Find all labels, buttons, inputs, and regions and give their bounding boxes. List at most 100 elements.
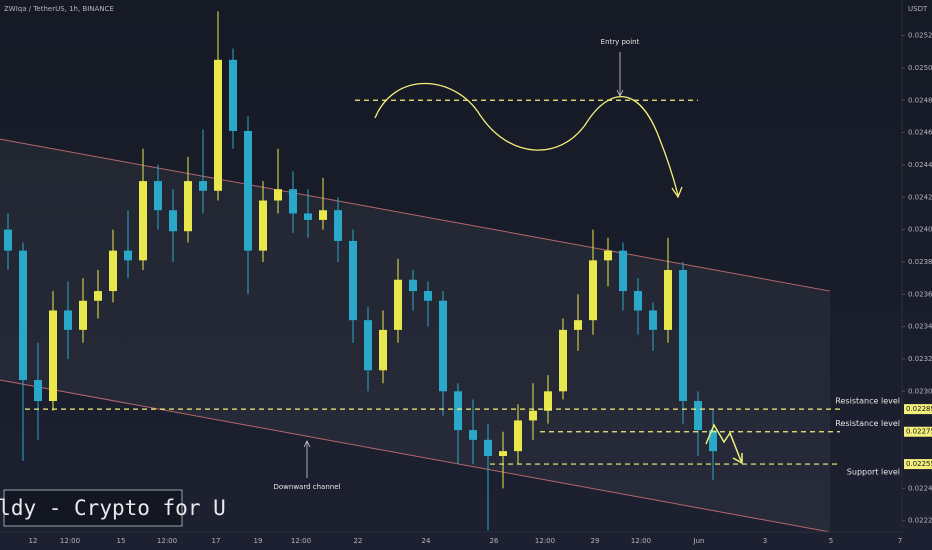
x-tick-label: 12:00 [157,537,177,545]
level-label: Support level [847,468,900,477]
level-price-box [904,459,932,470]
level-price-box [904,426,932,437]
candle-body [139,181,147,261]
x-tick-label: 24 [422,537,431,545]
level-price-label: 0.02255 [906,460,932,468]
candle-body [544,391,552,411]
level-price-box [904,404,932,415]
candle-body [49,310,57,402]
x-tick-label: 19 [254,537,263,545]
x-tick-label: 12:00 [535,537,555,545]
x-tick-label: 15 [117,537,126,545]
candle-body [34,380,42,402]
x-tick-label: 3 [763,537,767,545]
candle-body [619,250,627,292]
x-tick-label: 12:00 [60,537,80,545]
candle-body [334,210,342,241]
candle-body [394,279,402,330]
candle-body [259,200,267,251]
candle-body [589,260,597,321]
candle-body [229,59,237,131]
candle-body [514,420,522,452]
channel-arrowhead [303,440,311,448]
x-tick-label: 7 [898,537,902,545]
forecast-arrow [705,423,742,462]
candle-body [424,291,432,301]
candle-body [454,391,462,431]
channel-lower [0,379,831,533]
candle-body [169,210,177,232]
y-tick-label: 0.02220 [908,517,932,525]
candle-body [529,410,537,421]
candle-body [64,310,72,330]
candle-body [274,189,282,201]
candle-body [19,250,27,380]
watermark: Solldy - Crypto for U [0,496,226,520]
projection-curve [374,82,679,196]
candle-body [154,181,162,211]
level-price-label: 0.02275 [906,428,932,436]
level-price-label: 0.02289 [906,405,932,413]
entry-label: Entry point [601,38,640,46]
candle-body [289,189,297,214]
candle-body [484,439,492,456]
x-tick-label: 17 [212,537,221,545]
candle-body [79,300,87,330]
plot-area: Resistance level Resistance level Support … [0,11,900,533]
x-tick-label: 12 [29,537,38,545]
candle-body [694,401,702,431]
x-tick-label: 12:00 [631,537,651,545]
level-label: Resistance level [835,419,900,428]
candle-body [184,181,192,232]
candle-body [199,181,207,191]
currency: USDT [908,5,928,13]
candle-body [304,213,312,220]
candle-body [649,310,657,330]
candle-body [499,451,507,456]
candle-body [559,329,567,392]
x-tick-label: 5 [829,537,833,545]
x-tick-label: 29 [591,537,600,545]
candle-body [574,320,582,330]
level-label: Resistance level [835,397,900,406]
candle-body [634,291,642,311]
candle-body [709,430,717,452]
candle-body [349,240,357,321]
watermark-box [3,489,183,527]
projection-arrowhead [671,186,683,199]
candle-body [604,250,612,261]
x-tick-label: 12:00 [291,537,311,545]
entry-arrowhead [616,89,624,97]
forecast-arrowhead [732,453,743,465]
candle-body [214,59,222,191]
candle-body [679,270,687,402]
channel-upper [0,138,831,292]
candle-body [109,250,117,292]
candle-body [664,270,672,330]
channel-fill [0,139,830,532]
candle-body [379,329,387,371]
channel-label: Downward channel [274,483,341,491]
x-tick-label: 26 [490,537,499,545]
chart-title: ZWIqa / TetherUS, 1h, BINANCE [4,5,114,13]
candle-body [124,250,132,261]
candle-body [319,210,327,220]
x-tick-label: 22 [354,537,363,545]
candle-body [244,130,252,251]
